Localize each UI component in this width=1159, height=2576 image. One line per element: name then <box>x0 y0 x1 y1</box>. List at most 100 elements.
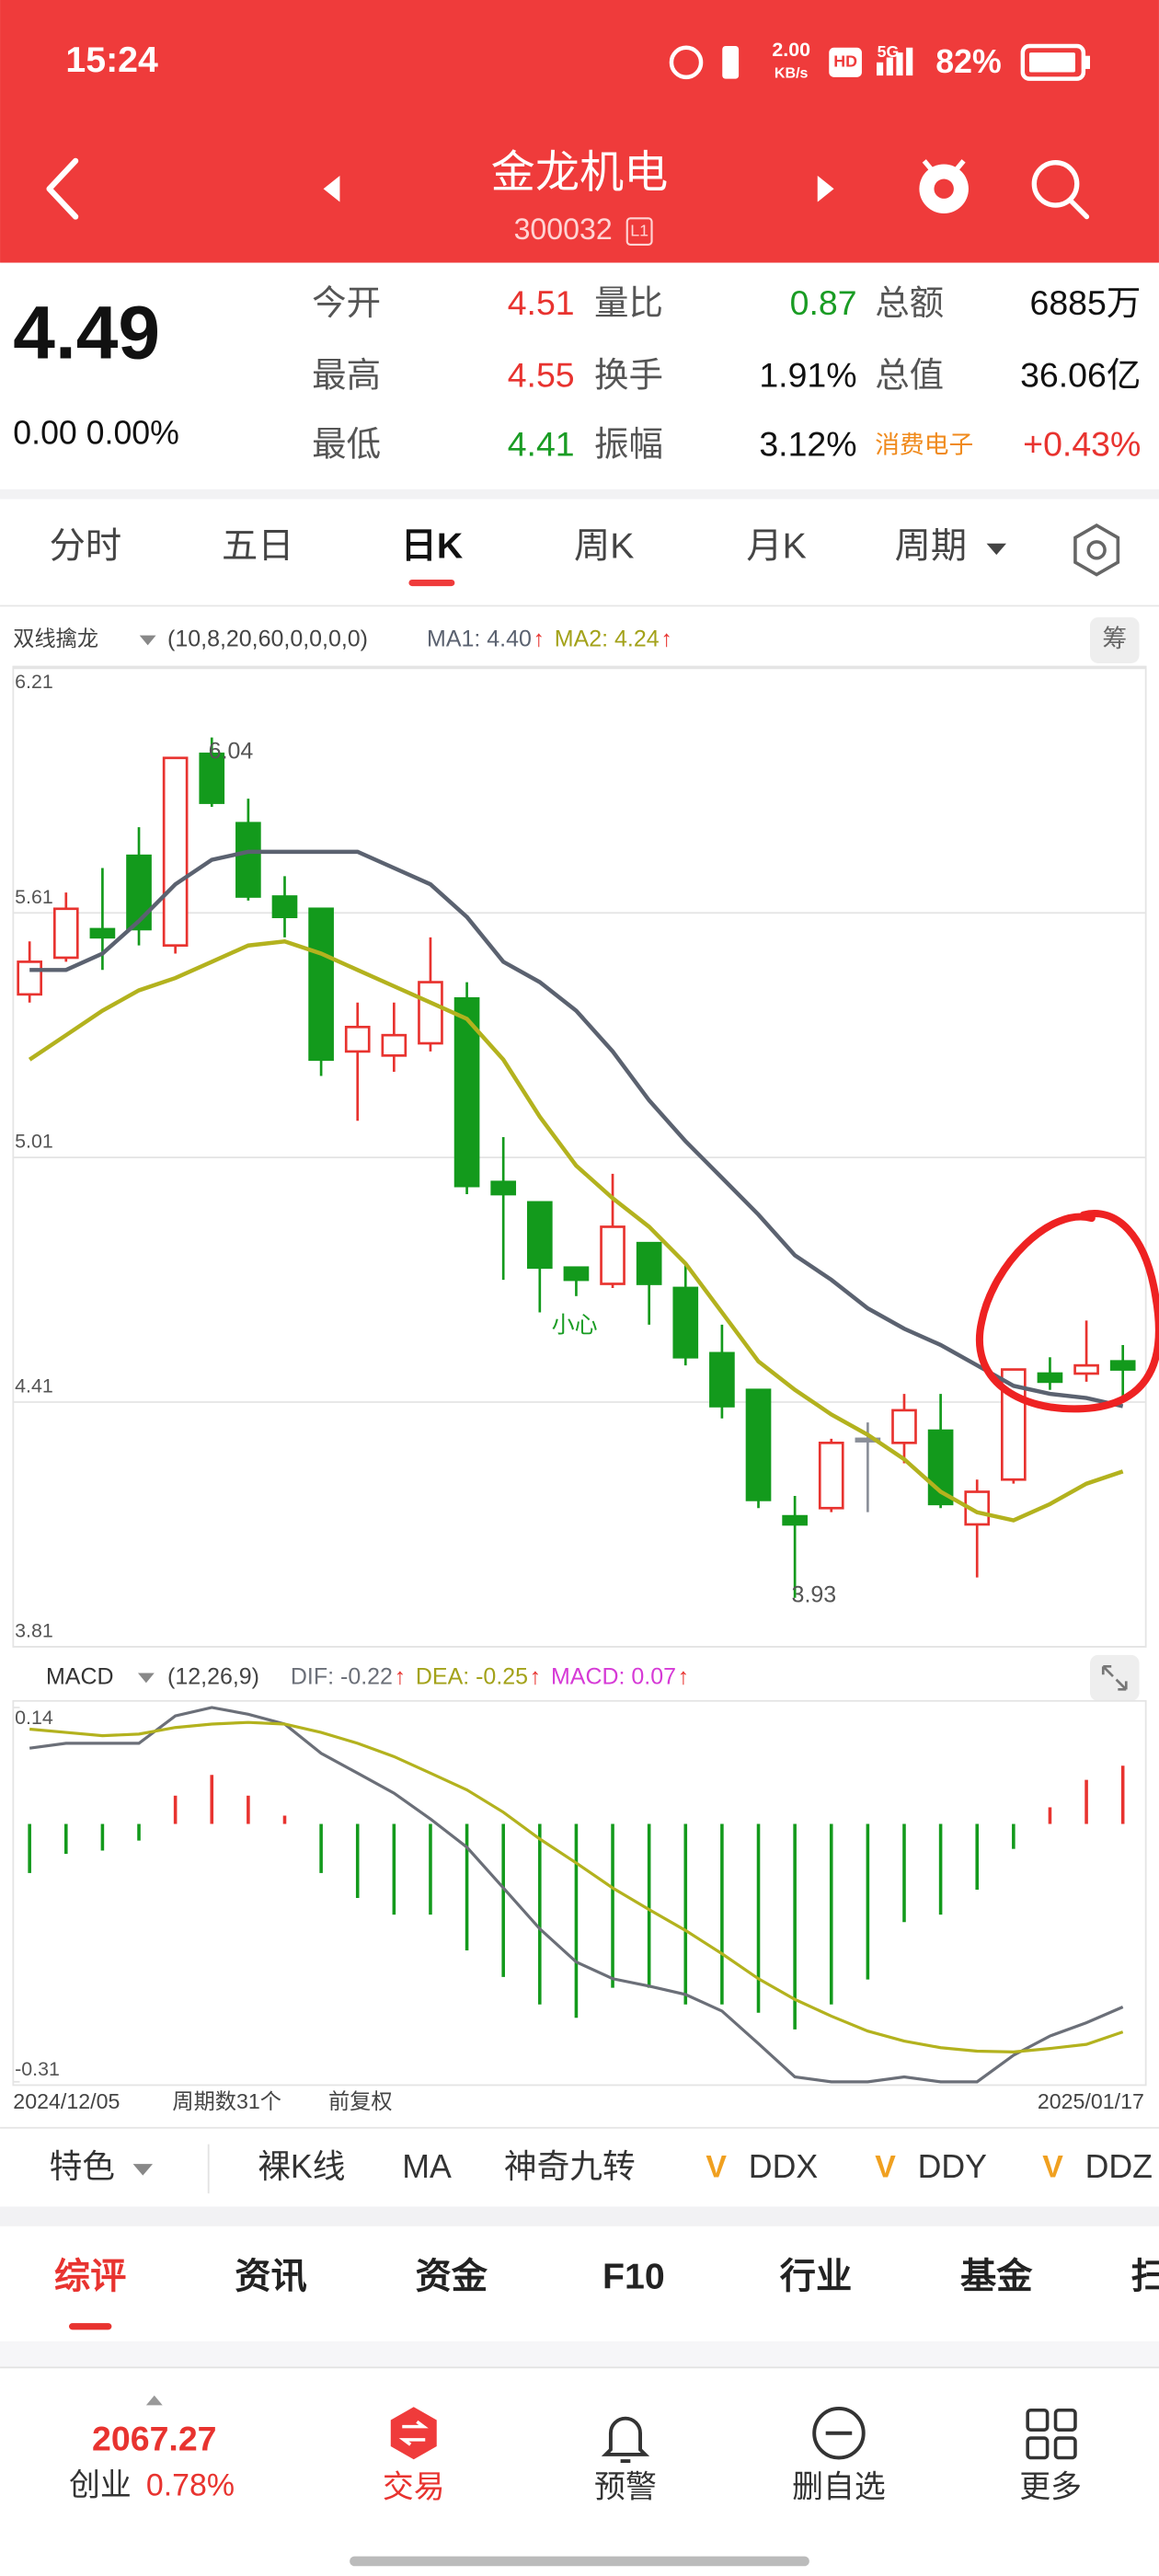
expand-icon <box>1101 1665 1128 1691</box>
indicator-tab[interactable]: DDY <box>918 2148 988 2185</box>
indicator-tab[interactable]: MA <box>402 2148 452 2185</box>
section-tab[interactable]: 行业 <box>780 2256 852 2296</box>
bottom-nav: 交易 预警 删自选 更多 <box>383 2469 1082 2504</box>
chips-button[interactable] <box>1090 617 1140 663</box>
candle-body <box>891 1409 917 1444</box>
signal-bar <box>906 47 913 76</box>
macd-legend-arrow: ↑ <box>678 1663 689 1689</box>
nav-label[interactable]: 删自选 <box>792 2469 886 2504</box>
dropdown-caret <box>132 2164 154 2176</box>
divider <box>0 2206 1159 2226</box>
vip-mark: V <box>706 2149 727 2184</box>
period-tab[interactable]: 日K <box>401 525 464 566</box>
macd-legend-item: DEA: -0.25 <box>416 1663 528 1689</box>
kline-chart: 6.21 5.61 5.01 4.41 3.81 6.04 3.93 小心 <box>13 667 1146 1648</box>
stock-code: 300032 <box>514 213 613 246</box>
section-tab[interactable]: 资金 <box>416 2255 488 2296</box>
section-tab[interactable]: 资讯 <box>235 2256 306 2296</box>
ma2-arrow: ↑ <box>661 627 672 652</box>
quote-label: 振幅 <box>594 424 663 463</box>
macd-frame <box>12 1699 1147 2087</box>
assistant-icon[interactable] <box>919 159 969 213</box>
quote-label: 量比 <box>594 283 663 322</box>
section-tab[interactable]: 基金 <box>960 2255 1033 2296</box>
candle-body <box>199 753 225 804</box>
settings-icon[interactable] <box>1073 523 1120 577</box>
macd-legend-item: DIF: -0.22 <box>291 1663 393 1689</box>
search-icon[interactable] <box>1031 159 1080 208</box>
indicator-params: (10,8,20,60,0,0,0,0) <box>167 627 368 652</box>
period-tab[interactable]: 分时 <box>50 525 122 566</box>
ma2-legend: MA2: 4.24 <box>555 627 660 652</box>
remove-icon[interactable] <box>812 2407 866 2460</box>
status-time: 15:24 <box>65 40 158 80</box>
quote-value: 36.06亿 <box>1020 355 1141 394</box>
macd-name[interactable]: MACD <box>46 1663 114 1689</box>
candle-body <box>126 854 152 931</box>
indicator-tab[interactable]: 神奇九转 <box>504 2148 636 2185</box>
y-tick-label: 5.01 <box>15 1131 53 1153</box>
indicator-tab[interactable]: DDX <box>749 2148 819 2185</box>
period-tab[interactable]: 周期 <box>895 525 968 566</box>
nav-label[interactable]: 预警 <box>594 2469 657 2504</box>
macd-legend: DIF: -0.22 ↑ DEA: -0.25 ↑ MACD: 0.07 ↑ <box>291 1663 689 1689</box>
macd-legend-arrow: ↑ <box>530 1663 541 1689</box>
period-tab[interactable]: 月K <box>746 525 806 566</box>
prev-stock[interactable] <box>323 175 340 202</box>
y-tick-label: 0.14 <box>15 1707 53 1729</box>
hd-text: HD <box>833 52 857 71</box>
macd-line <box>29 1706 1124 2084</box>
quote-value: 1.91% <box>759 355 856 394</box>
back-button[interactable] <box>46 157 79 220</box>
quote-label: 消费电子 <box>875 431 973 458</box>
period-tabs: 分时 五日 日K 周K 月K 周期 <box>50 525 1006 587</box>
alert-icon[interactable] <box>601 2416 650 2456</box>
price-change: 0.00 0.00% <box>13 414 179 451</box>
section-tab[interactable]: F10 <box>602 2256 665 2296</box>
header-background <box>0 0 1159 263</box>
trade-icon[interactable] <box>390 2407 437 2460</box>
section-tab[interactable]: 扫 <box>1131 2256 1159 2296</box>
start-date: 2024/12/05 <box>13 2089 120 2113</box>
divider <box>0 2340 1159 2368</box>
nav-label[interactable]: 交易 <box>383 2469 445 2504</box>
candle-body <box>235 822 261 898</box>
index-caret <box>145 2395 163 2406</box>
section-tab[interactable]: 综评 <box>54 2256 127 2296</box>
candle-body <box>526 1201 553 1270</box>
signal-bar <box>877 62 884 76</box>
next-stock[interactable] <box>817 175 834 202</box>
quote-label: 总值 <box>875 355 944 394</box>
network-type: 5G <box>878 42 900 61</box>
period-tab[interactable]: 周K <box>574 525 634 566</box>
indicator-tab[interactable]: DDZ <box>1085 2148 1153 2185</box>
candle-body <box>782 1514 808 1526</box>
quote-value: 4.41 <box>508 424 575 463</box>
feature-tab[interactable]: 特色 <box>50 2148 115 2185</box>
alarm-icon <box>669 45 704 80</box>
period-tab[interactable]: 五日 <box>222 525 294 566</box>
candle-body <box>271 895 298 918</box>
max-price-label: 6.04 <box>209 738 254 764</box>
battery-percent: 82% <box>935 43 1001 80</box>
dropdown-caret <box>139 635 156 646</box>
quote-label: 总额 <box>875 283 944 322</box>
expand-button[interactable] <box>1090 1654 1140 1701</box>
candle-body <box>563 1266 590 1282</box>
index-change: 0.78% <box>146 2468 235 2503</box>
indicator-name[interactable]: 双线擒龙 <box>13 627 98 650</box>
home-indicator <box>350 2556 809 2567</box>
level-badge <box>625 217 653 246</box>
search-handle <box>1067 198 1090 220</box>
ma1-legend: MA1: 4.40 <box>427 627 532 652</box>
hd-badge <box>829 47 862 77</box>
candle-body <box>1037 1372 1063 1384</box>
nav-label[interactable]: 更多 <box>1019 2469 1082 2504</box>
candle-body <box>818 1442 844 1510</box>
more-icon-cell <box>1053 2408 1077 2432</box>
candle-body <box>381 1033 407 1057</box>
more-icon[interactable] <box>1026 2408 1077 2460</box>
indicator-tab[interactable]: 裸K线 <box>258 2148 345 2185</box>
